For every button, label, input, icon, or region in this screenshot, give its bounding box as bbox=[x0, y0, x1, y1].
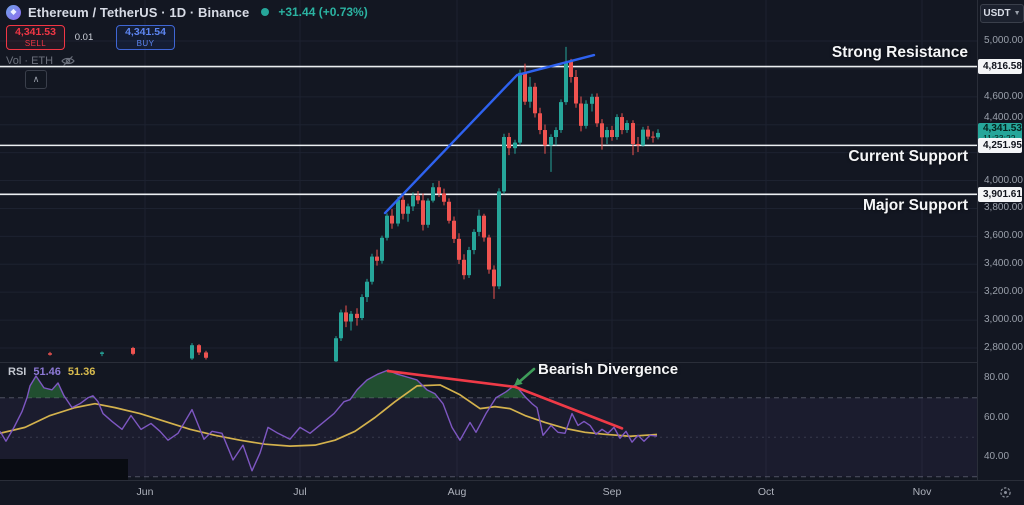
rsi-line bbox=[0, 369, 658, 472]
sell-button[interactable]: 4,341.53 SELL bbox=[6, 25, 65, 50]
level-price-label: 3,901.61 bbox=[978, 186, 1022, 202]
price-tick: 3,000.00 bbox=[984, 314, 1023, 326]
buy-price: 4,341.54 bbox=[125, 26, 166, 39]
strong-resistance-label[interactable]: Strong Resistance bbox=[831, 44, 968, 61]
rsi-corner-overlay bbox=[0, 459, 128, 480]
month-tick: Oct bbox=[757, 486, 775, 498]
time-axis[interactable]: Jun Jul Aug Sep Oct Nov bbox=[0, 480, 1024, 505]
trendline-blue[interactable] bbox=[383, 53, 596, 215]
price-tick: 2,800.00 bbox=[984, 342, 1023, 353]
bearish-divergence-arrow[interactable] bbox=[514, 367, 536, 386]
rsi-ma-line bbox=[0, 384, 658, 447]
collapse-pane-button[interactable]: ∧ bbox=[25, 70, 47, 89]
rsi-tick: 80.00 bbox=[984, 372, 1010, 383]
symbol-title[interactable]: Ethereum / TetherUS · 1D · Binance bbox=[28, 4, 250, 20]
rsi-tick: 60.00 bbox=[984, 411, 1010, 423]
rsi-value: 51.46 bbox=[33, 366, 61, 378]
price-change: +31.44 (+0.73%) bbox=[278, 5, 368, 19]
horizontal-level-lines[interactable] bbox=[0, 65, 977, 196]
ethereum-logo-icon: ◆ bbox=[6, 4, 21, 20]
price-tick: 4,600.00 bbox=[984, 90, 1023, 102]
buy-label: BUY bbox=[136, 38, 155, 48]
sell-price: 4,341.53 bbox=[15, 26, 56, 39]
bearish-divergence-label[interactable]: Bearish Divergence bbox=[538, 361, 679, 378]
major-support-label[interactable]: Major Support bbox=[862, 197, 968, 214]
rsi-ma-value: 51.36 bbox=[67, 366, 96, 378]
candlestick-series bbox=[48, 46, 660, 362]
rsi-band bbox=[0, 397, 977, 478]
month-tick: Jun bbox=[136, 486, 154, 498]
volume-study-label[interactable]: Vol · ETH bbox=[6, 55, 54, 67]
divergence-trendline[interactable] bbox=[386, 369, 624, 430]
last-price-value: 4,341.53 bbox=[983, 122, 1022, 134]
eye-off-icon[interactable] bbox=[61, 55, 75, 67]
month-tick: Jul bbox=[293, 486, 307, 498]
chevron-down-icon: ▼ bbox=[1013, 10, 1021, 17]
level-price-label: 4,816.58 bbox=[978, 59, 1022, 75]
price-tick: 4,000.00 bbox=[984, 174, 1023, 186]
price-axis[interactable]: USDT ▼ 4,341.53 11:33:22 5,000.004,600.0… bbox=[978, 0, 1024, 480]
chevron-up-icon: ∧ bbox=[32, 74, 40, 84]
currency-unit-button[interactable]: USDT ▼ bbox=[980, 4, 1024, 23]
market-open-dot-icon bbox=[261, 8, 270, 16]
spread-value: 0.01 bbox=[74, 32, 94, 43]
price-tick: 5,000.00 bbox=[984, 35, 1023, 46]
rsi-legend: RSI 51.46 51.36 bbox=[8, 366, 95, 378]
gear-icon[interactable] bbox=[998, 485, 1013, 500]
rsi-overbought-fill bbox=[27, 370, 526, 398]
symbol-legend: ◆ Ethereum / TetherUS · 1D · Binance +31… bbox=[6, 3, 368, 67]
month-tick: Aug bbox=[447, 486, 467, 498]
buy-button[interactable]: 4,341.54 BUY bbox=[116, 25, 175, 50]
rsi-title[interactable]: RSI bbox=[8, 366, 27, 378]
currency-unit-label: USDT bbox=[983, 8, 1011, 19]
month-tick: Sep bbox=[602, 486, 622, 498]
price-tick: 3,200.00 bbox=[984, 286, 1023, 298]
price-tick: 4,400.00 bbox=[984, 111, 1023, 123]
rsi-tick: 40.00 bbox=[984, 451, 1010, 462]
price-tick: 3,800.00 bbox=[984, 202, 1023, 214]
price-tick: 3,600.00 bbox=[984, 230, 1023, 242]
current-support-label[interactable]: Current Support bbox=[848, 148, 968, 165]
level-price-label: 4,251.95 bbox=[978, 137, 1022, 153]
month-tick: Nov bbox=[912, 486, 932, 498]
sell-label: SELL bbox=[24, 38, 47, 48]
price-tick: 3,400.00 bbox=[984, 258, 1023, 270]
